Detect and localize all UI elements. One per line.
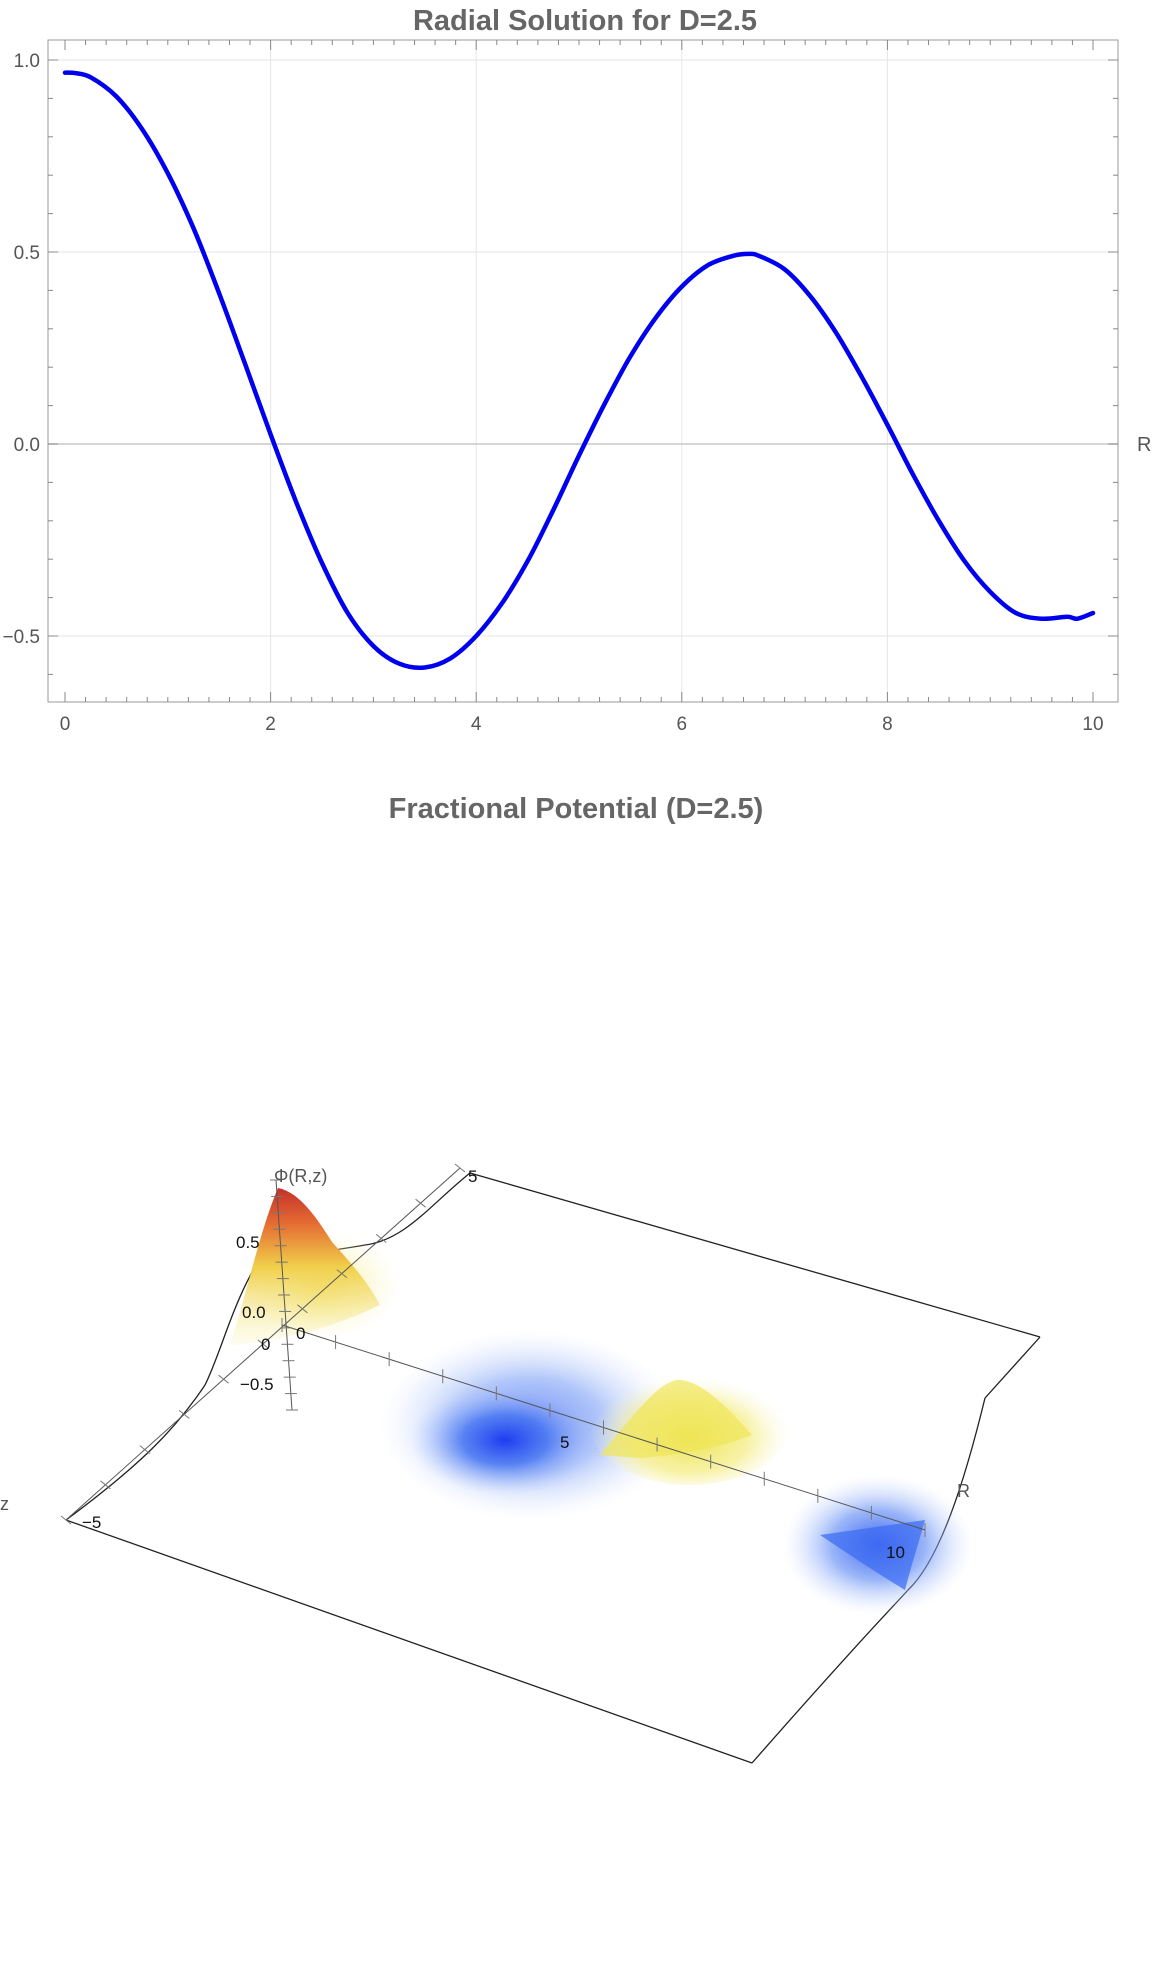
surface-crest-second — [590, 1365, 790, 1485]
z-axis-tick — [178, 1410, 190, 1419]
plot-frame — [47, 39, 1119, 703]
z-axis-tick — [415, 1198, 426, 1208]
z-axis-tick — [375, 1234, 387, 1243]
r-tick-label: 0 — [296, 1324, 305, 1343]
tick-marks — [48, 40, 1118, 702]
x-tick-label: 0 — [60, 714, 71, 735]
vertical-axis-label: Φ(R,z) — [274, 1166, 327, 1186]
tick-labels: 0 2 4 6 8 10 1.0 0.5 0.0 −0.5 — [2, 51, 1103, 735]
vertical-tick-label: 0.5 — [236, 1233, 260, 1252]
x-tick-label: 10 — [1082, 714, 1103, 735]
surface-trough-first — [380, 1330, 680, 1520]
x-tick-label: 4 — [471, 714, 482, 735]
surface-tick-marks — [60, 1163, 926, 1537]
y-tick-label: −0.5 — [2, 627, 40, 648]
z-axis-label: z — [0, 1494, 9, 1514]
y-tick-label: 1.0 — [14, 51, 40, 72]
x-axis-label: R — [1137, 434, 1151, 456]
y-tick-label: 0.5 — [14, 243, 40, 264]
z-axis-tick — [60, 1515, 72, 1525]
fractional-potential-surface: Φ(R,z) R z 0.5 0.0 −0.5 0 0 5 10 5 −5 — [0, 1163, 1041, 1764]
y-tick-label: 0.0 — [14, 435, 40, 456]
z-axis-tick — [336, 1269, 348, 1278]
r-tick-label: 10 — [886, 1543, 905, 1562]
radial-series-line — [62, 70, 1096, 671]
z-axis-tick — [218, 1374, 229, 1384]
vertical-tick-label: 0.0 — [242, 1303, 266, 1322]
radial-solution-chart: Radial Solution for D=2.5 0 2 4 6 8 101.00.50… — [2, 5, 1151, 735]
chart-title: Radial Solution for D=2.5 — [413, 5, 757, 37]
z-tick-label: 5 — [468, 1167, 477, 1186]
x-tick-label: 8 — [882, 714, 893, 735]
z-tick-label: −5 — [82, 1513, 101, 1532]
z-axis-tick — [100, 1480, 111, 1490]
surface-trough-edge — [783, 1475, 973, 1615]
surface-chart-title: Fractional Potential (D=2.5) — [388, 793, 764, 825]
z-axis-tick — [454, 1163, 466, 1173]
vertical-origin-label: 0 — [261, 1335, 270, 1354]
x-tick-label: 6 — [677, 714, 688, 735]
r-tick-label: 5 — [560, 1433, 569, 1452]
z-axis-tick — [139, 1445, 151, 1454]
r-axis-label: R — [957, 1481, 970, 1501]
surface-peak-near-origin — [230, 1188, 410, 1345]
z-axis-tick — [297, 1304, 308, 1314]
vertical-tick-label: −0.5 — [240, 1375, 274, 1394]
grid-lines — [48, 40, 1118, 702]
z-axis-tick — [257, 1339, 269, 1349]
x-tick-label: 2 — [265, 714, 276, 735]
